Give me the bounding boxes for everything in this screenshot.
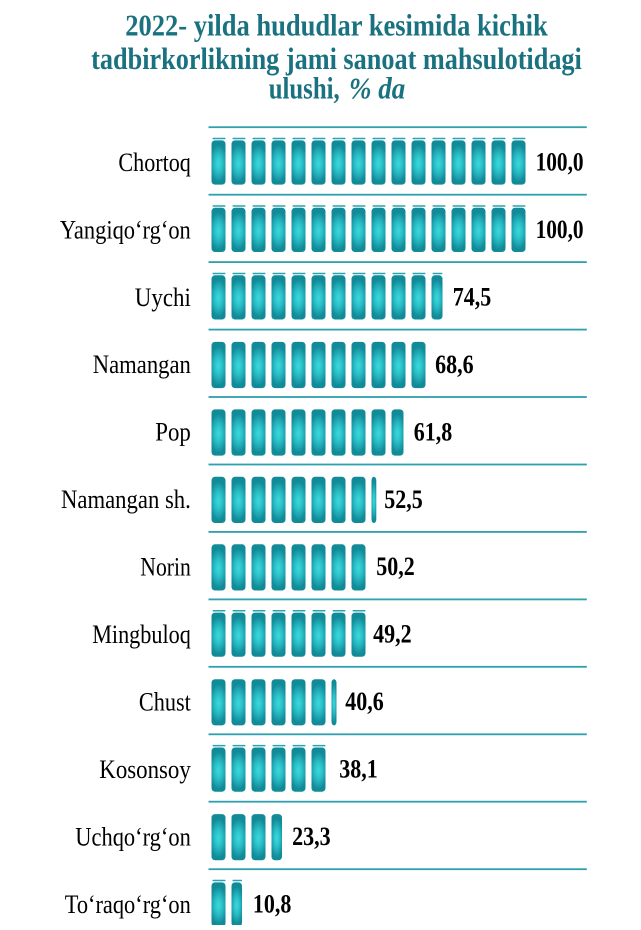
svg-text:% da: % da bbox=[349, 73, 405, 106]
svg-text:Chust: Chust bbox=[139, 688, 191, 717]
svg-text:tadbirkorlikning jami sanoat m: tadbirkorlikning jami sanoat mahsulotida… bbox=[91, 43, 582, 76]
svg-text:Uychi: Uychi bbox=[135, 283, 191, 312]
svg-text:61,8: 61,8 bbox=[414, 419, 453, 447]
svg-text:40,6: 40,6 bbox=[345, 688, 384, 716]
svg-text:To‘raqo‘rg‘on: To‘raqo‘rg‘on bbox=[65, 890, 191, 919]
svg-text:Pop: Pop bbox=[155, 418, 191, 447]
svg-text:Kosonsoy: Kosonsoy bbox=[99, 755, 191, 784]
svg-text:74,5: 74,5 bbox=[453, 284, 492, 312]
svg-text:Yangiqo‘rg‘on: Yangiqo‘rg‘on bbox=[60, 215, 191, 244]
svg-text:100,0: 100,0 bbox=[536, 149, 584, 177]
svg-text:Namangan sh.: Namangan sh. bbox=[61, 485, 191, 514]
svg-text:Chortoq: Chortoq bbox=[118, 148, 190, 177]
svg-text:Namangan: Namangan bbox=[93, 350, 191, 379]
svg-text:49,2: 49,2 bbox=[373, 621, 412, 649]
svg-text:50,2: 50,2 bbox=[376, 553, 415, 581]
svg-text:Norin: Norin bbox=[140, 553, 191, 582]
svg-text:2022- yilda hududlar kesimida: 2022- yilda hududlar kesimida kichik bbox=[125, 10, 548, 43]
svg-text:Uchqo‘rg‘on: Uchqo‘rg‘on bbox=[75, 823, 191, 852]
svg-text:Mingbuloq: Mingbuloq bbox=[92, 620, 191, 649]
svg-text:38,1: 38,1 bbox=[339, 756, 378, 784]
svg-text:100,0: 100,0 bbox=[536, 216, 584, 244]
svg-text:23,3: 23,3 bbox=[292, 823, 331, 851]
svg-text:68,6: 68,6 bbox=[435, 351, 474, 379]
svg-text:52,5: 52,5 bbox=[384, 486, 423, 514]
svg-text:ulushi,: ulushi, bbox=[269, 73, 340, 106]
svg-text:10,8: 10,8 bbox=[253, 891, 292, 919]
